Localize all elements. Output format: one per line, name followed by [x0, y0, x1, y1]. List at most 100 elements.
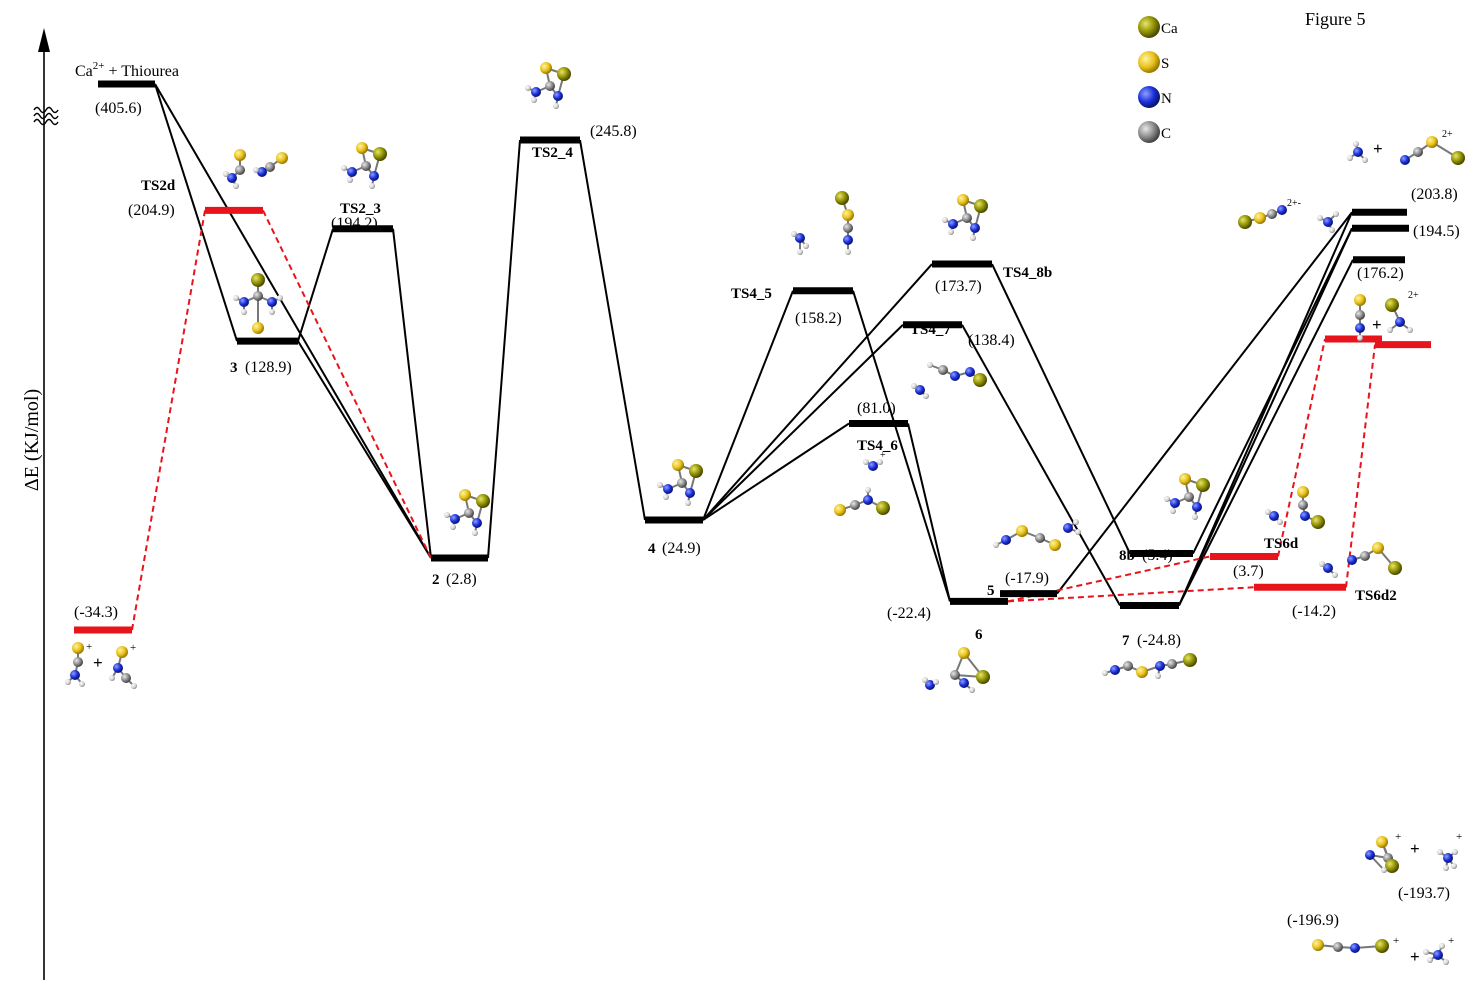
energy-label-4: (24.9): [662, 540, 701, 557]
connection-2-TS2_4: [487, 139, 521, 559]
axis-break-icon: [33, 106, 59, 126]
legend-label-n: N: [1161, 91, 1172, 107]
charge-p1: 2+: [1442, 129, 1453, 140]
molecule-rd: [65, 642, 137, 689]
name-label-7: 7: [1122, 633, 1130, 649]
molecule-8b: [1164, 473, 1210, 520]
energy-label-TS4_7: (138.4): [968, 332, 1015, 349]
charge-p3: 2+: [1408, 290, 1419, 301]
energy-label-P3: (176.2): [1357, 265, 1404, 282]
connection-4-TS4_7: [702, 324, 904, 521]
name-label-TS2_4: TS2_4: [532, 145, 573, 161]
n-atom-icon: [1138, 86, 1160, 108]
energy-label-2: (2.8): [446, 571, 477, 588]
connection-4-TS4_5: [702, 290, 794, 521]
connection-lines: [131, 83, 1376, 631]
molecule-ts2d: [223, 149, 288, 189]
name-label-TS6d2: TS6d2: [1355, 588, 1397, 604]
charge-pd1-2: +: [1448, 935, 1454, 947]
connection-7-P3: [1178, 259, 1354, 606]
connection-TS4_5-6: [852, 290, 951, 602]
connection-Rd-TS2d: [131, 210, 206, 631]
connection-4-TS4_8b: [702, 263, 933, 521]
plus-sign-pd1: +: [1410, 947, 1420, 966]
charge-pd2-1: +: [1395, 831, 1401, 843]
charge-rd-1: +: [86, 641, 92, 653]
energy-label-TS4_6: (81.0): [857, 400, 896, 417]
ca-atom-icon: [1138, 16, 1160, 38]
energy-label-TS4_8b: (173.7): [935, 278, 982, 295]
connection-5-P1: [1056, 211, 1353, 595]
legend-label-ca: Ca: [1161, 21, 1178, 37]
y-axis-label: ΔE (KJ/mol): [21, 389, 43, 491]
plus-sign-ts4-6: +: [880, 450, 886, 461]
molecule-ts6d2: [1319, 542, 1402, 578]
molecule-ts2-3: [341, 142, 387, 189]
name-label-8b: 8b: [1119, 548, 1135, 564]
molecule-ts4-7: [911, 362, 987, 399]
molecule-pd1: [1312, 939, 1449, 965]
level-labels: (405.6) TS2d (204.9) 3 (128.9) TS2_3 (19…: [74, 100, 1460, 929]
energy-label-P2: (194.5): [1413, 223, 1460, 240]
molecule-pd2: [1365, 836, 1458, 873]
molecule-7: [1102, 653, 1197, 679]
plus-sign-p3: +: [1372, 315, 1382, 334]
molecule-ts6d: [1265, 486, 1325, 529]
name-label-TS4_8b: TS4_8b: [1003, 265, 1052, 281]
connection-R-2: [154, 83, 432, 559]
legend-item-ca: Ca: [1138, 16, 1178, 38]
energy-label-R: (405.6): [95, 100, 142, 117]
connection-TS4_6-6: [907, 423, 951, 602]
energy-label-P1: (203.8): [1411, 186, 1458, 203]
name-label-TS4_6: TS4_6: [857, 438, 898, 454]
reactant-label: Ca2+ + Thiourea: [75, 60, 179, 80]
energy-label-TS6d2: (-14.2): [1292, 603, 1336, 620]
y-axis: ΔE (KJ/mol): [21, 28, 59, 980]
energy-label-7: (-24.8): [1137, 632, 1181, 649]
name-label-TS4_5: TS4_5: [731, 286, 772, 302]
energy-label-Pd1: (-196.9): [1287, 912, 1339, 929]
s-atom-icon: [1138, 51, 1160, 73]
c-atom-icon: [1138, 121, 1160, 143]
energy-label-TS2d: (204.9): [128, 202, 175, 219]
name-label-5: 5: [987, 583, 995, 599]
connection-TS2_3-2: [392, 228, 432, 559]
charge-rd-2: +: [130, 642, 136, 654]
connection-TS2_4-4: [579, 139, 646, 521]
molecule-ts4-6: [834, 459, 890, 516]
energy-label-TS2_4: (245.8): [590, 123, 637, 140]
charge-p2: 2+-: [1287, 198, 1301, 209]
name-label-6: 6: [975, 627, 983, 643]
energy-levels: [74, 80, 1431, 634]
plus-sign-pd2: +: [1410, 839, 1420, 858]
molecule-p1: [1347, 136, 1465, 165]
energy-label-TS2_3: (194.2): [331, 215, 378, 232]
connection-R-3: [154, 83, 238, 342]
charge-labels: + + + + 2+ 2+- + 2+ + + + + + + +: [86, 129, 1462, 966]
connection-4-TS4_6: [702, 422, 850, 521]
energy-label-Pd2: (-193.7): [1398, 885, 1450, 902]
plus-sign-p1: +: [1373, 139, 1383, 158]
energy-label-6: (-22.4): [887, 605, 931, 622]
name-label-TS2_3: TS2_3: [340, 201, 381, 217]
molecule-2: [444, 489, 490, 536]
name-label-TS4_7: TS4_7: [910, 322, 951, 338]
legend-item-n: N: [1138, 86, 1172, 108]
name-label-4: 4: [648, 541, 656, 557]
molecular-structures: [65, 62, 1465, 965]
molecule-ts4-5: [791, 191, 854, 255]
molecule-6: [922, 647, 990, 693]
energy-label-8b: (5.4): [1142, 547, 1173, 564]
name-label-2: 2: [432, 572, 440, 588]
legend-label-s: S: [1161, 56, 1169, 72]
connection-TS4_7-7: [961, 324, 1121, 606]
plus-sign-rd: +: [93, 653, 103, 672]
energy-label-TS4_5: (158.2): [795, 310, 842, 327]
connection-7-P2: [1178, 227, 1353, 606]
name-label-TS6d: TS6d: [1264, 536, 1299, 552]
energy-label-TS6d: (3.7): [1233, 563, 1264, 580]
molecule-3: [233, 273, 283, 334]
molecule-4: [657, 459, 703, 506]
energy-label-3: (128.9): [245, 359, 292, 376]
name-label-3: 3: [230, 360, 238, 376]
